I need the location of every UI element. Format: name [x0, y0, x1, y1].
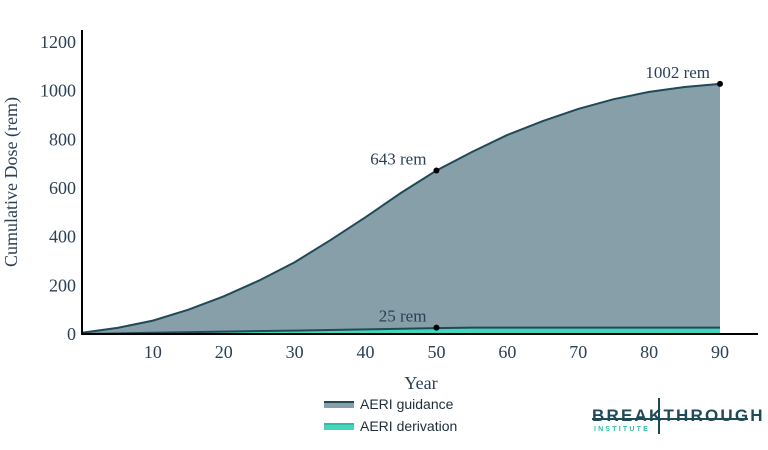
legend-item-guidance: AERI guidance	[324, 393, 457, 415]
annotation-label: 643 rem	[370, 149, 426, 168]
x-tick-label: 50	[427, 342, 445, 362]
y-tick-label: 400	[49, 227, 76, 247]
y-tick-label: 600	[49, 178, 76, 198]
logo-horizontal-line	[592, 418, 748, 420]
x-tick-label: 40	[357, 342, 375, 362]
x-axis-title: Year	[404, 373, 437, 393]
x-tick-label: 10	[144, 342, 162, 362]
legend-label-guidance: AERI guidance	[360, 396, 454, 412]
logo-sub-text: INSTITUTE	[594, 426, 650, 433]
x-tick-label: 90	[711, 342, 729, 362]
x-tick-label: 80	[640, 342, 658, 362]
legend: AERI guidance AERI derivation	[324, 393, 457, 437]
y-tick-label: 1000	[40, 81, 76, 101]
x-tick-label: 20	[215, 342, 233, 362]
area-aeri-derivation	[82, 327, 720, 334]
x-tick-label: 60	[498, 342, 516, 362]
annotation-marker	[433, 167, 440, 174]
annotation-label: 1002 rem	[645, 63, 710, 82]
legend-label-derivation: AERI derivation	[360, 418, 458, 434]
legend-swatch-guidance	[324, 400, 354, 408]
y-tick-label: 0	[67, 324, 76, 344]
x-tick-label: 30	[286, 342, 304, 362]
annotation-marker	[717, 80, 723, 87]
logo-vertical-line	[658, 398, 660, 434]
y-tick-label: 1200	[40, 32, 76, 52]
legend-item-derivation: AERI derivation	[324, 415, 457, 437]
annotation-marker	[433, 324, 440, 331]
line-aeri-guidance	[81, 82, 721, 334]
y-axis-title: Cumulative Dose (rem)	[1, 97, 22, 267]
legend-swatch-derivation	[324, 422, 354, 430]
x-tick-label: 70	[569, 342, 587, 362]
y-tick-label: 200	[49, 275, 76, 295]
breakthrough-institute-logo: BREAKTHROUGH INSTITUTE	[592, 398, 763, 438]
annotation-label: 25 rem	[379, 307, 427, 326]
logo-main-text: BREAKTHROUGH	[592, 406, 765, 425]
y-tick-label: 800	[49, 129, 76, 149]
area-aeri-guidance	[82, 83, 720, 334]
